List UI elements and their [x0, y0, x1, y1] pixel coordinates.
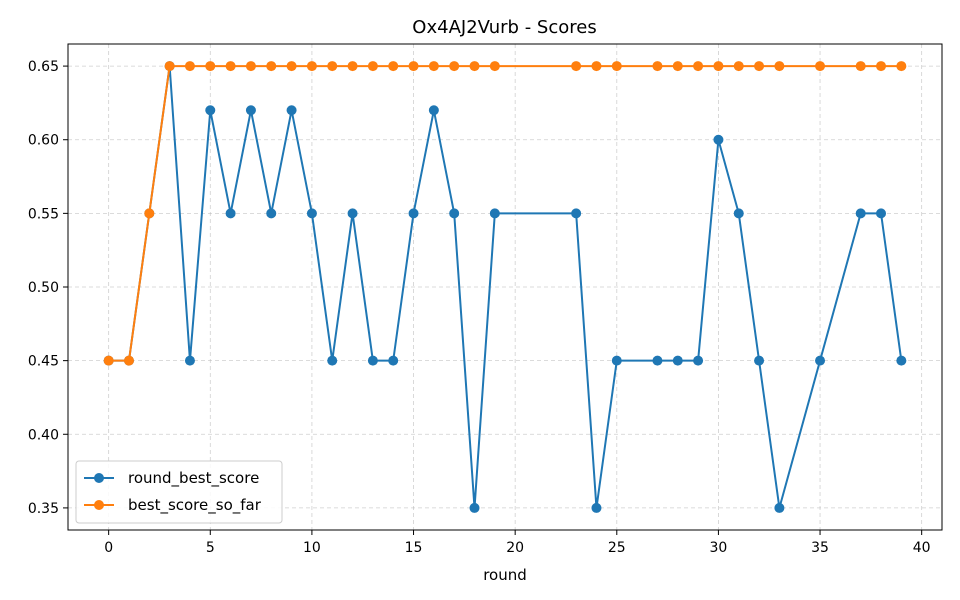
x-tick-label: 0: [104, 540, 113, 556]
data-point: [896, 61, 907, 72]
data-point: [144, 208, 155, 219]
y-tick-label: 0.55: [28, 206, 59, 222]
data-point: [652, 355, 663, 366]
series-best-score-so-far: [103, 61, 907, 366]
data-point: [388, 61, 399, 72]
legend-label: round_best_score: [128, 469, 259, 488]
data-point: [327, 61, 338, 72]
data-point: [876, 61, 887, 72]
x-tick-label: 10: [303, 540, 321, 556]
grid: [68, 44, 942, 530]
data-point: [774, 61, 785, 72]
data-point: [205, 61, 216, 72]
data-point: [754, 61, 765, 72]
data-point: [286, 105, 297, 116]
data-point: [205, 105, 216, 116]
data-point: [571, 61, 582, 72]
axis-ticks: 0 5 10 15 20 25 30 35 40 0.35 0.40 0.45 0.50 0.55 0.60…: [28, 59, 931, 556]
data-point: [693, 61, 704, 72]
x-tick-label: 35: [811, 540, 829, 556]
data-point: [591, 502, 602, 513]
data-point: [672, 355, 683, 366]
x-tick-label: 5: [206, 540, 215, 556]
data-point: [591, 61, 602, 72]
y-tick-label: 0.35: [28, 501, 59, 517]
x-tick-label: 25: [608, 540, 626, 556]
legend-frame: [75, 460, 283, 524]
y-tick-label: 0.65: [28, 59, 59, 75]
x-tick-label: 30: [710, 540, 728, 556]
data-point: [469, 61, 480, 72]
data-point: [123, 355, 134, 366]
data-point: [733, 208, 744, 219]
data-point: [306, 208, 317, 219]
data-point: [286, 61, 297, 72]
data-point: [428, 61, 439, 72]
data-point: [489, 208, 500, 219]
data-point: [408, 208, 419, 219]
data-point: [672, 61, 683, 72]
legend-item-best-score-so-far: best_score_so_far: [84, 496, 262, 515]
data-point: [693, 355, 704, 366]
data-point: [225, 208, 236, 219]
data-point: [815, 355, 826, 366]
data-point: [225, 61, 236, 72]
data-point: [611, 355, 622, 366]
legend-label: best_score_so_far: [128, 496, 262, 515]
series-line: [108, 65, 902, 362]
data-point: [571, 208, 582, 219]
data-point: [469, 502, 480, 513]
data-point: [449, 208, 460, 219]
data-point: [713, 61, 724, 72]
data-point: [855, 208, 866, 219]
data-point: [327, 355, 338, 366]
data-point: [428, 105, 439, 116]
data-point: [449, 61, 460, 72]
data-point: [103, 355, 114, 366]
y-tick-label: 0.40: [28, 427, 59, 443]
data-point: [245, 61, 256, 72]
series-line: [108, 65, 903, 509]
data-point: [347, 61, 358, 72]
data-point: [896, 355, 907, 366]
series-layer: [103, 61, 907, 513]
data-point: [652, 61, 663, 72]
data-point: [266, 208, 277, 219]
data-point: [367, 355, 378, 366]
data-point: [184, 355, 195, 366]
data-point: [388, 355, 399, 366]
data-point: [266, 61, 277, 72]
data-point: [306, 61, 317, 72]
chart-title: Ox4AJ2Vurb - Scores: [412, 17, 596, 38]
y-tick-label: 0.45: [28, 354, 59, 370]
legend-item-round-best-score: round_best_score: [84, 469, 259, 488]
legend-marker: [94, 473, 104, 483]
data-point: [184, 61, 195, 72]
x-tick-label: 20: [506, 540, 524, 556]
legend: round_best_score best_score_so_far: [75, 460, 283, 524]
y-tick-label: 0.50: [28, 280, 59, 296]
data-point: [733, 61, 744, 72]
data-point: [611, 61, 622, 72]
data-point: [164, 61, 175, 72]
data-point: [347, 208, 358, 219]
data-point: [713, 134, 724, 145]
x-tick-label: 15: [405, 540, 423, 556]
data-point: [754, 355, 765, 366]
data-point: [367, 61, 378, 72]
data-point: [815, 61, 826, 72]
data-point: [774, 502, 785, 513]
data-point: [855, 61, 866, 72]
data-point: [489, 61, 500, 72]
x-tick-label: 40: [913, 540, 931, 556]
data-point: [408, 61, 419, 72]
x-axis-label: round: [483, 566, 527, 584]
data-point: [245, 105, 256, 116]
data-point: [876, 208, 887, 219]
legend-marker: [94, 500, 104, 510]
y-tick-label: 0.60: [28, 133, 59, 149]
